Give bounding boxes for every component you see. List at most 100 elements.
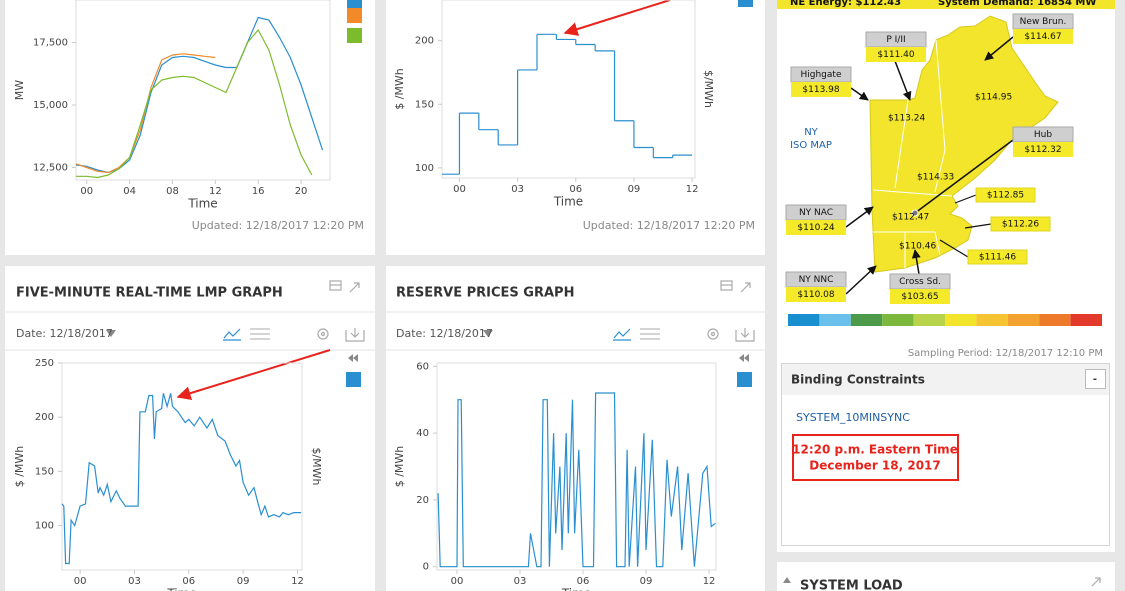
panel-title: FIVE-MINUTE REAL-TIME LMP GRAPH xyxy=(16,286,283,301)
x-tick-label: 09 xyxy=(640,576,653,587)
panel xyxy=(5,266,375,591)
zone-price: $112.26 xyxy=(1002,220,1039,230)
notice-box xyxy=(792,434,959,481)
y2-axis-label: $/MWh xyxy=(702,70,715,108)
y-tick-label: 60 xyxy=(416,361,429,372)
x-tick-label: 00 xyxy=(80,186,93,197)
map: NE Energy: $112.43 System Demand: 16854 … xyxy=(777,0,1115,359)
collapse-button[interactable] xyxy=(1085,369,1106,389)
annotation-arrow xyxy=(563,0,671,36)
updated-time: Updated: 12/18/2017 12:20 PM xyxy=(192,219,364,232)
binding-title: Binding Constraints xyxy=(791,373,925,387)
new-england-shape xyxy=(869,15,1059,273)
hub-dot xyxy=(911,209,919,217)
x-tick-label: 12 xyxy=(703,576,716,587)
y2-axis-label: $/MWh xyxy=(310,447,323,485)
color-scale-step xyxy=(819,314,851,326)
x-axis-label: Time xyxy=(561,587,591,591)
zone-pointer xyxy=(911,249,921,275)
y-tick-label: 20 xyxy=(416,495,429,506)
x-tick-label: 06 xyxy=(577,576,590,587)
line-series xyxy=(61,393,302,565)
x-tick-label: 06 xyxy=(182,576,195,587)
zone-pointer xyxy=(984,36,1014,61)
color-scale-step xyxy=(1039,314,1071,326)
zone-price: $103.65 xyxy=(901,292,938,302)
x-tick-label: 00 xyxy=(451,576,464,587)
zone-name: P I/II xyxy=(886,35,905,45)
zone-price: $112.85 xyxy=(987,191,1024,201)
x-tick-label: 09 xyxy=(628,184,641,195)
y-axis-label: $ /MWh xyxy=(393,68,406,110)
system-load-title: SYSTEM LOAD xyxy=(800,579,903,591)
x-axis-label: Time xyxy=(187,197,217,211)
zone-borders xyxy=(872,39,953,268)
zone-price: $110.24 xyxy=(797,223,834,233)
color-scale-step xyxy=(945,314,977,326)
x-tick-label: 03 xyxy=(514,576,527,587)
zone-name: NY NAC xyxy=(799,208,833,218)
panel xyxy=(777,562,1115,591)
panel xyxy=(5,0,375,255)
zone-pointer xyxy=(939,239,969,258)
legend-swatch xyxy=(738,0,753,7)
zone-price: $114.95 xyxy=(975,93,1012,103)
ne-energy: NE Energy: $112.43 xyxy=(790,0,901,8)
zone-pointer xyxy=(845,265,877,295)
color-scale-step xyxy=(788,314,820,326)
legend-swatch xyxy=(737,372,752,387)
zone-price-box xyxy=(786,287,846,302)
x-tick-label: 08 xyxy=(166,186,179,197)
legend-swatch xyxy=(347,0,362,10)
annotation-arrow xyxy=(176,349,331,400)
x-axis-label: Time xyxy=(166,587,196,591)
y-axis-label: MW xyxy=(13,80,26,100)
color-scale-step xyxy=(913,314,945,326)
x-tick-label: 12 xyxy=(686,184,699,195)
map-header xyxy=(777,0,1115,9)
zone-price-box xyxy=(786,220,846,235)
x-tick-label: 00 xyxy=(453,184,466,195)
binding-header xyxy=(782,364,1109,395)
y-tick-label: 100 xyxy=(415,163,434,174)
y-tick-label: 200 xyxy=(35,412,54,423)
ny-label: NY xyxy=(804,127,818,138)
color-scale-step xyxy=(1070,314,1102,326)
collapse-label: - xyxy=(1093,374,1097,385)
panel xyxy=(386,0,765,255)
ny-label: ISO MAP xyxy=(790,140,832,151)
color-scale-step xyxy=(1007,314,1040,326)
zone-price: $114.33 xyxy=(917,173,954,183)
zone-price: $111.46 xyxy=(979,253,1016,263)
zone-price: $114.67 xyxy=(1024,32,1061,42)
notice: December 18, 2017 xyxy=(809,459,941,473)
zone-name: NY NNC xyxy=(799,275,834,285)
x-tick-label: 00 xyxy=(74,576,87,587)
line-series xyxy=(437,392,716,568)
plot-frame xyxy=(441,0,696,179)
y-tick-label: 100 xyxy=(35,521,54,532)
zone-name: Highgate xyxy=(801,70,842,80)
legend-swatch xyxy=(347,8,362,23)
zone-price-box xyxy=(1013,142,1073,157)
x-tick-label: 20 xyxy=(295,186,308,197)
constraint: SYSTEM_10MINSYNC xyxy=(796,411,910,424)
zone-price-box xyxy=(1013,29,1073,44)
y-tick-label: 15,000 xyxy=(33,100,68,111)
plot-frame xyxy=(436,362,717,571)
x-axis-label: Time xyxy=(553,195,583,209)
zone-price-box xyxy=(791,82,851,97)
updated-time: Updated: 12/18/2017 12:20 PM xyxy=(583,219,755,232)
zone-price: $110.08 xyxy=(797,290,834,300)
x-tick-label: 04 xyxy=(123,186,136,197)
line-series xyxy=(76,28,313,179)
panel xyxy=(386,266,765,591)
zone-price-box xyxy=(866,47,926,62)
price-box xyxy=(967,249,1028,265)
zone-pointer xyxy=(964,223,992,229)
plot-frame xyxy=(75,0,331,181)
binding-constraints: Binding Constraints - SYSTEM_10MINSYNC 1… xyxy=(781,363,1110,546)
y-tick-label: 250 xyxy=(35,358,54,369)
zone-pointer xyxy=(954,194,977,204)
